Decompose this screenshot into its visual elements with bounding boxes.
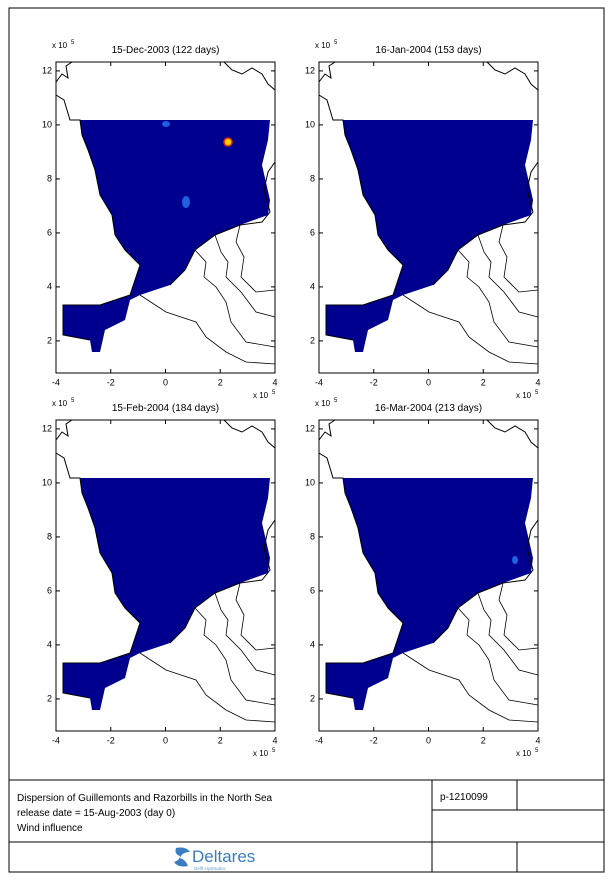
y-tick-label: 8 (47, 173, 52, 183)
plume (182, 196, 190, 208)
x-tick-label: -4 (315, 735, 323, 745)
axis-exponent: 5 (71, 40, 75, 46)
y-tick-label: 2 (47, 693, 52, 703)
project-number: p-1210099 (440, 792, 488, 803)
y-tick-label: 8 (310, 173, 315, 183)
axis-multiplier: x 10 (253, 749, 269, 758)
caption-line: Wind influence (17, 823, 83, 834)
map-panel: 15-Dec-2003 (122 days) -4 -2 0 2 4 2 4 6 8 10 12 x 1… (42, 40, 278, 400)
y-tick-label: 8 (47, 531, 52, 541)
title-block: Dispersion of Guillemonts and Razorbills… (9, 779, 604, 872)
x-tick-label: 0 (163, 735, 168, 745)
page-frame (8, 7, 605, 873)
plume (162, 121, 170, 127)
y-tick-label: 12 (42, 423, 52, 433)
y-tick-label: 12 (305, 423, 315, 433)
axis-exponent: 5 (71, 398, 75, 404)
plume (512, 556, 518, 564)
axis-multiplier: x 10 (315, 399, 331, 408)
x-tick-label: 2 (481, 735, 486, 745)
y-tick-label: 6 (47, 585, 52, 595)
y-tick-label: 10 (305, 477, 315, 487)
x-tick-label: 4 (535, 377, 540, 387)
axis-exponent: 5 (272, 390, 276, 396)
y-tick-label: 12 (305, 65, 315, 75)
x-tick-label: -4 (315, 377, 323, 387)
map-panel: 15-Feb-2004 (184 days) -4 -2 0 2 4 2 4 6 8 10 12 x 1… (42, 398, 278, 758)
axis-multiplier: x 10 (52, 41, 68, 50)
y-tick-label: 10 (305, 119, 315, 129)
y-tick-label: 2 (310, 693, 315, 703)
panel-title: 15-Dec-2003 (122 days) (112, 45, 220, 56)
axis-exponent: 5 (272, 748, 276, 754)
x-tick-label: -2 (107, 735, 115, 745)
x-tick-label: -4 (52, 377, 60, 387)
map-panel: 16-Jan-2004 (153 days) -4 -2 0 2 4 2 4 6 8 10 12 x 1… (305, 40, 541, 400)
y-tick-label: 10 (42, 477, 52, 487)
axis-exponent: 5 (535, 390, 539, 396)
axis-exponent: 5 (334, 40, 338, 46)
x-tick-label: 4 (272, 735, 277, 745)
y-tick-label: 4 (310, 281, 315, 291)
y-tick-label: 6 (310, 585, 315, 595)
axis-exponent: 5 (535, 748, 539, 754)
axis-exponent: 5 (334, 398, 338, 404)
y-tick-label: 2 (310, 335, 315, 345)
x-tick-label: 0 (163, 377, 168, 387)
y-tick-label: 8 (310, 531, 315, 541)
y-tick-label: 10 (42, 119, 52, 129)
hotspot (223, 137, 233, 147)
x-tick-label: 2 (218, 377, 223, 387)
x-tick-label: 2 (481, 377, 486, 387)
panel-title: 16-Jan-2004 (153 days) (375, 45, 481, 56)
axis-multiplier: x 10 (516, 749, 532, 758)
y-tick-label: 2 (47, 335, 52, 345)
x-tick-label: 0 (426, 377, 431, 387)
x-tick-label: 4 (272, 377, 277, 387)
y-tick-label: 6 (47, 227, 52, 237)
axis-multiplier: x 10 (253, 391, 269, 400)
axis-multiplier: x 10 (315, 41, 331, 50)
logo: Deltares Delft Hydraulics (174, 847, 255, 871)
logo-subtitle: Delft Hydraulics (194, 866, 226, 871)
axis-multiplier: x 10 (516, 391, 532, 400)
y-tick-label: 12 (42, 65, 52, 75)
x-tick-label: 0 (426, 735, 431, 745)
x-tick-label: -2 (107, 377, 115, 387)
caption-line: release date = 15-Aug-2003 (day 0) (17, 808, 175, 819)
panel-title: 15-Feb-2004 (184 days) (112, 403, 219, 414)
x-tick-label: 4 (535, 735, 540, 745)
map-panel: 16-Mar-2004 (213 days) -4 -2 0 2 4 2 4 6 8 10 12 x 1… (305, 398, 541, 758)
y-tick-label: 6 (310, 227, 315, 237)
axis-multiplier: x 10 (52, 399, 68, 408)
x-tick-label: -2 (370, 735, 378, 745)
panel-title: 16-Mar-2004 (213 days) (375, 403, 482, 414)
y-tick-label: 4 (310, 639, 315, 649)
logo-name: Deltares (192, 847, 255, 866)
x-tick-label: -4 (52, 735, 60, 745)
y-tick-label: 4 (47, 281, 52, 291)
x-tick-label: 2 (218, 735, 223, 745)
y-tick-label: 4 (47, 639, 52, 649)
caption-line: Dispersion of Guillemonts and Razorbills… (17, 793, 273, 804)
x-tick-label: -2 (370, 377, 378, 387)
